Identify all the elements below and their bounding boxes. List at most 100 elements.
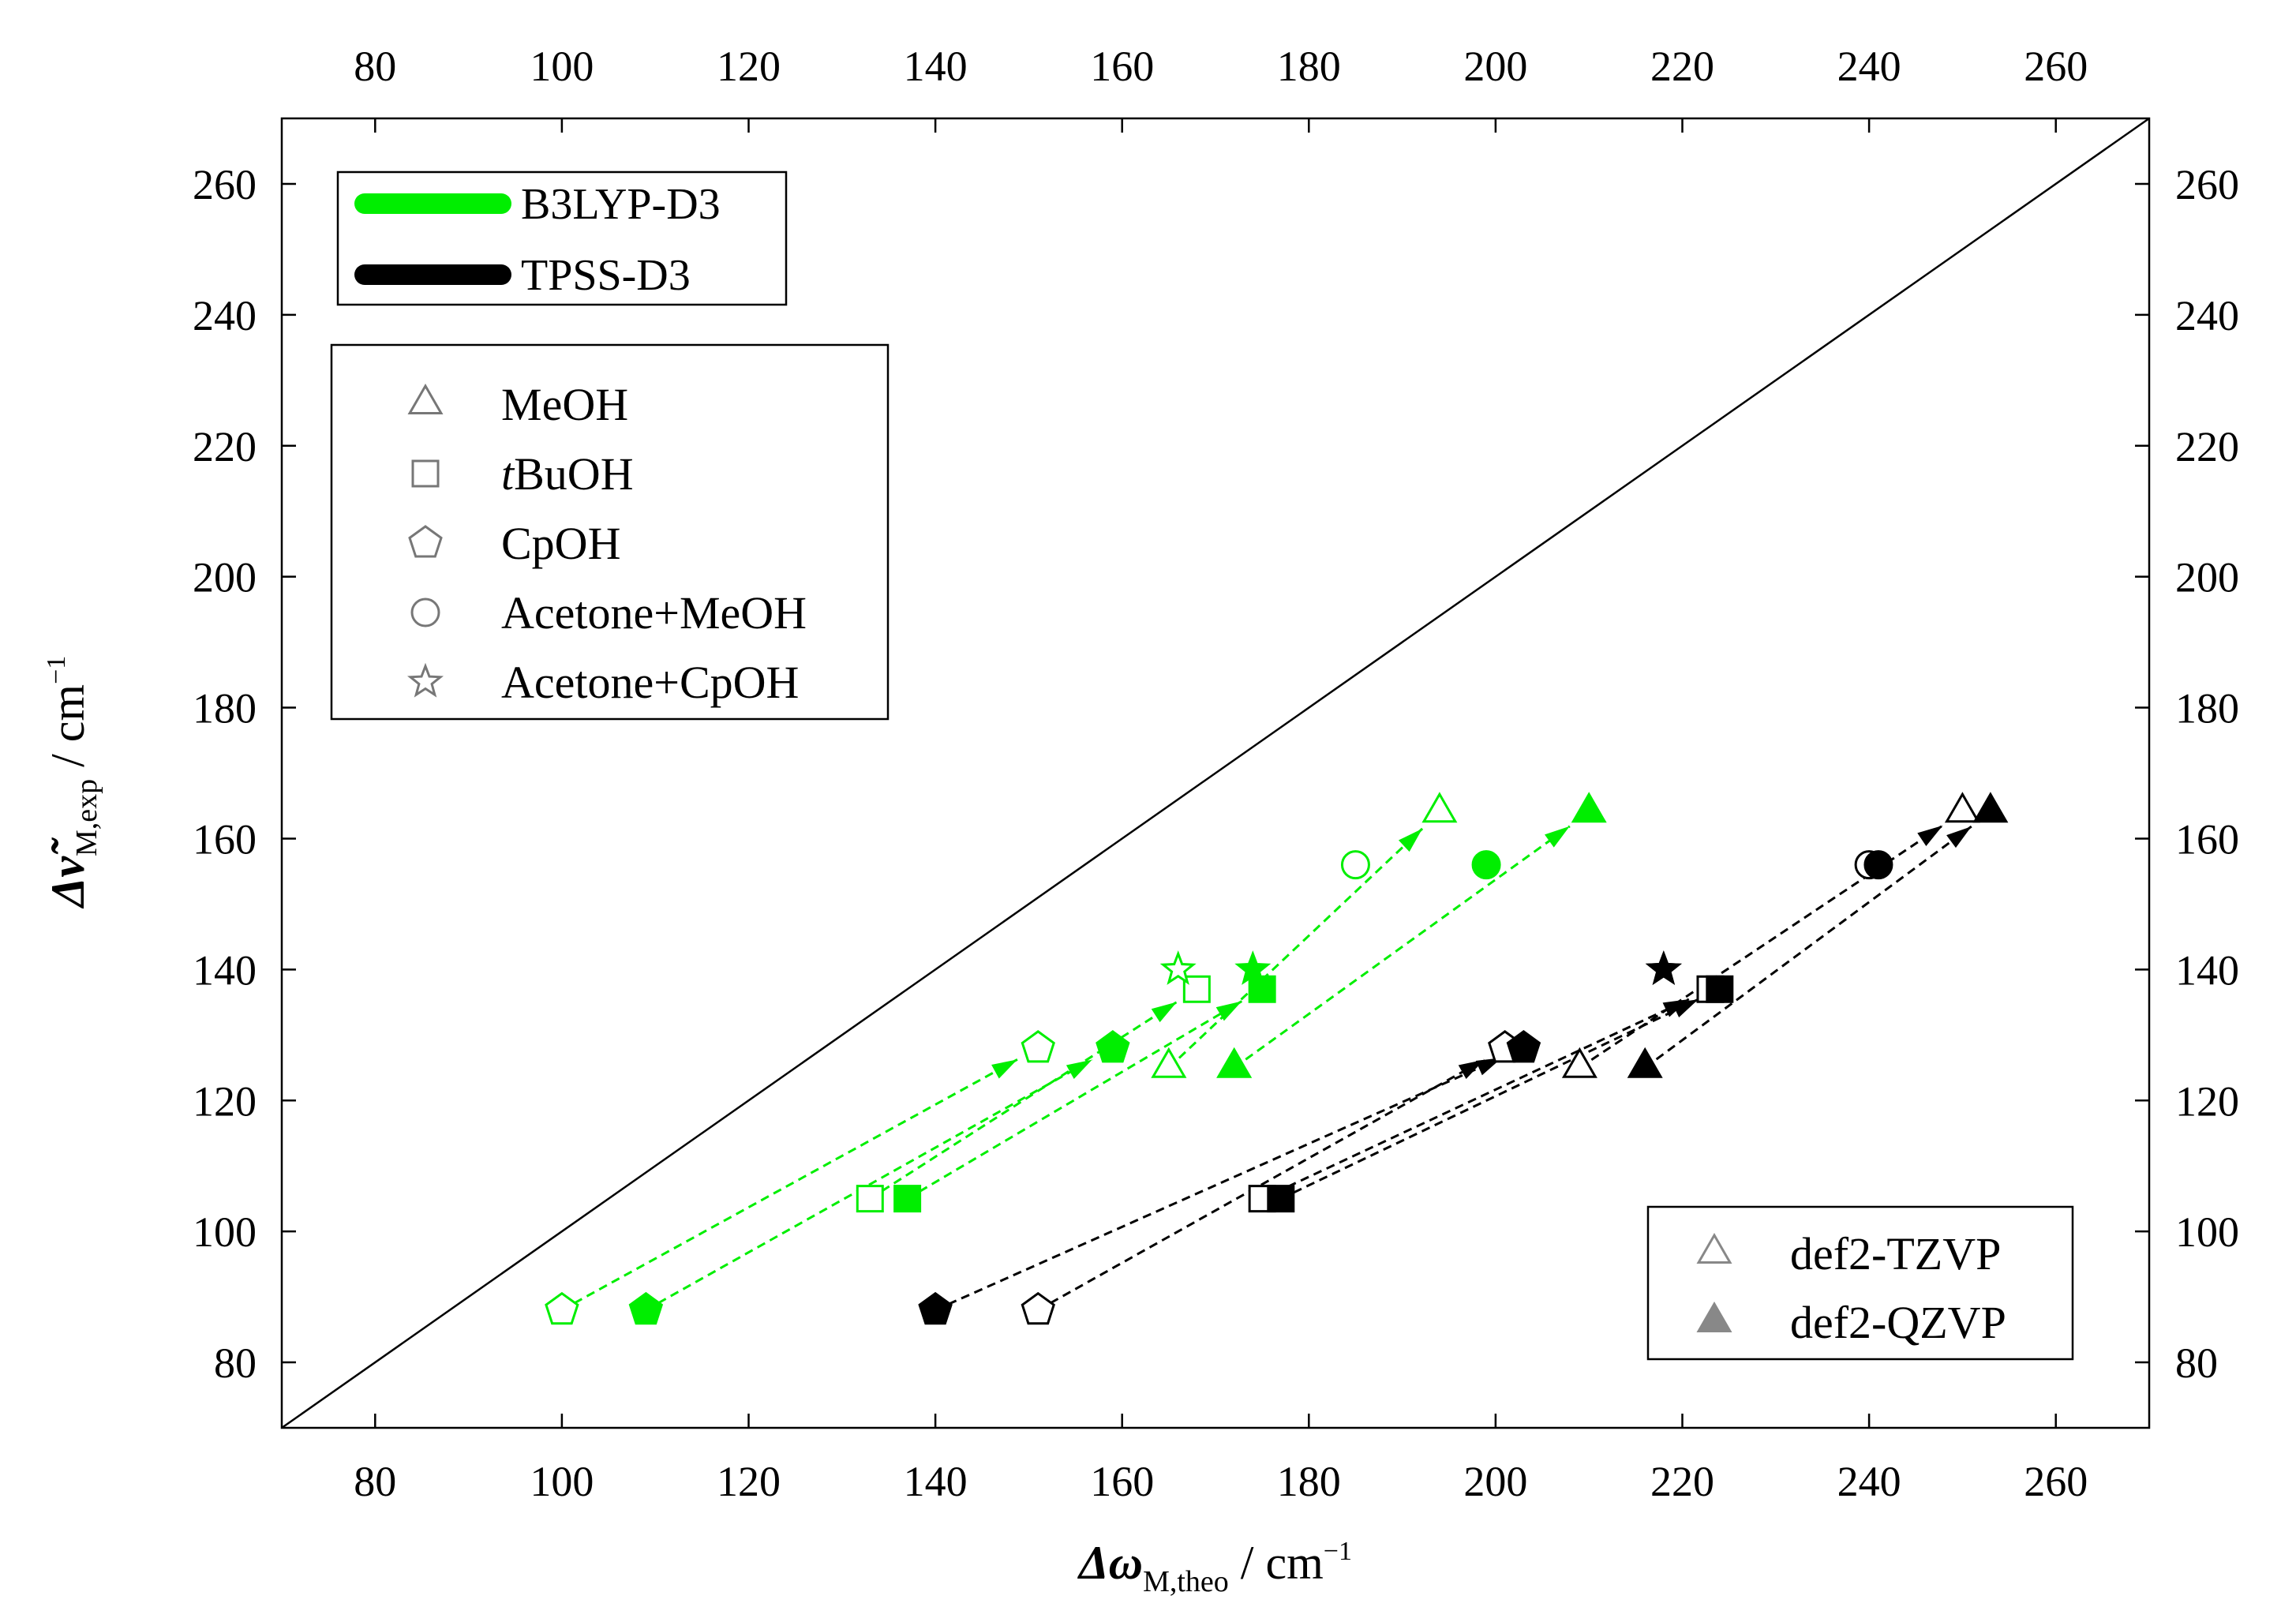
- x-tick-label-top-220: 220: [1650, 43, 1714, 90]
- y-tick-label-left-220: 220: [193, 423, 257, 470]
- x-tick-label-top-240: 240: [1837, 43, 1901, 90]
- point-b3lyp-d3-tbuoh-tzvp-top: [1182, 975, 1211, 1003]
- y-tick-label-left-200: 200: [193, 554, 257, 601]
- x-tick-label-bottom-260: 260: [2024, 1458, 2088, 1505]
- x-tick-label-top-200: 200: [1463, 43, 1527, 90]
- x-tick-label-top-160: 160: [1090, 43, 1154, 90]
- legend-label-acetone-cpoh: Acetone+CpOH: [501, 657, 799, 708]
- point-b3lyp-d3-acetone-cpoh-tzvp: [1159, 950, 1197, 985]
- arrow-head-b3lyp-d3-4: [1398, 828, 1423, 852]
- arrow-line-b3lyp-d3-2: [869, 1001, 1178, 1200]
- y-tick-label-right-260: 260: [2175, 161, 2239, 208]
- x-tick-label-bottom-80: 80: [354, 1458, 396, 1505]
- legend-label-rest-part: BuOH: [514, 448, 633, 500]
- point-tpss-d3-cpoh-qzvp-top: [1506, 1030, 1541, 1063]
- x-tick-label-top-120: 120: [717, 43, 781, 90]
- x-axis-title: ΔωM,theo / cm−1: [1077, 1537, 1352, 1598]
- y-tick-label-left-80: 80: [214, 1339, 257, 1387]
- arrow-line-tpss-d3-7: [1037, 1058, 1485, 1311]
- arrow-head-b3lyp-d3-2: [1151, 1002, 1178, 1023]
- y-tick-label-right-160: 160: [2175, 815, 2239, 863]
- x-axis-title-superscript: −1: [1324, 1537, 1352, 1566]
- arrow-line-b3lyp-d3-3: [906, 1000, 1243, 1200]
- plot-frame: [280, 117, 2151, 1429]
- y-tick-label-left-140: 140: [193, 946, 257, 994]
- y-tick-label-right-240: 240: [2175, 292, 2239, 339]
- legend-label-tpss-d3: TPSS-D3: [521, 251, 691, 300]
- point-b3lyp-d3-cpoh-tzvp: [545, 1291, 579, 1325]
- legend-label-b3lyp-d3: B3LYP-D3: [521, 180, 721, 229]
- y-tick-label-left-180: 180: [193, 685, 257, 732]
- point-tpss-d3-meoh-tzvp-top: [1944, 792, 1980, 823]
- point-b3lyp-d3-tbuoh-tzvp: [856, 1185, 884, 1213]
- x-tick-label-bottom-140: 140: [904, 1458, 968, 1505]
- legend-label-cpoh: CpOH: [501, 518, 620, 569]
- y-tick-label-left-100: 100: [193, 1208, 257, 1256]
- y-tick-label-right-80: 80: [2175, 1339, 2218, 1387]
- legend-marker-triangle-icon: [407, 383, 444, 414]
- legend-marker-star-icon: [406, 662, 444, 698]
- y-tick-label-right-140: 140: [2175, 946, 2239, 994]
- x-axis-title-symbol: Δω: [1077, 1537, 1143, 1589]
- legend-basis-triangle-icon: [1696, 1301, 1732, 1332]
- x-tick-label-top-80: 80: [354, 43, 396, 90]
- x-tick-label-top-140: 140: [904, 43, 968, 90]
- point-tpss-d3-acetone-meoh-qzvp: [1863, 850, 1893, 880]
- point-b3lyp-d3-cpoh-tzvp-top: [1021, 1030, 1055, 1063]
- legend-basis-triangle-icon: [1696, 1232, 1732, 1264]
- y-tick-label-right-120: 120: [2175, 1077, 2239, 1125]
- arrow-line-b3lyp-d3-4: [1167, 827, 1424, 1069]
- y-tick-label-left-240: 240: [193, 292, 257, 339]
- x-axis-title-subscript: M,theo: [1143, 1565, 1229, 1598]
- y-axis-title-unit: / cm: [42, 684, 94, 779]
- arrow-head-b3lyp-d3-0: [991, 1059, 1017, 1079]
- legend-label-tbuoh: tBuOH: [501, 448, 634, 500]
- legend-marker-pentagon-icon: [408, 525, 443, 558]
- point-tpss-d3-acetone-cpoh-qzvp: [1645, 950, 1682, 985]
- point-tpss-d3-meoh-qzvp-top: [1972, 792, 2009, 823]
- point-tpss-d3-tbuoh-qzvp: [1267, 1185, 1295, 1213]
- point-b3lyp-d3-acetone-meoh-qzvp: [1471, 850, 1501, 880]
- point-b3lyp-d3-cpoh-qzvp: [628, 1291, 664, 1325]
- x-tick-label-bottom-240: 240: [1837, 1458, 1901, 1505]
- x-tick-label-bottom-160: 160: [1090, 1458, 1154, 1505]
- point-tpss-d3-meoh-tzvp: [1561, 1047, 1597, 1078]
- point-tpss-d3-tbuoh-qzvp-top: [1706, 975, 1734, 1003]
- arrow-line-tpss-d3-6: [935, 1056, 1503, 1312]
- x-axis-title-unit: / cm: [1229, 1537, 1324, 1589]
- x-tick-label-top-100: 100: [530, 43, 594, 90]
- point-b3lyp-d3-cpoh-qzvp-top: [1096, 1030, 1130, 1063]
- legend-basis-box: [1646, 1205, 2074, 1361]
- legend-label-def2-qzvp: def2-QZVP: [1790, 1297, 2006, 1348]
- y-axis-title-subscript: M,exp: [70, 779, 103, 856]
- point-b3lyp-d3-acetone-meoh-tzvp: [1340, 850, 1370, 880]
- legend-label-meoh: MeOH: [501, 379, 628, 430]
- arrow-line-tpss-d3-8: [1261, 998, 1690, 1201]
- arrow-head-tpss-d3-11: [1946, 826, 1972, 848]
- y-tick-label-right-200: 200: [2175, 554, 2239, 601]
- x-tick-label-top-260: 260: [2024, 43, 2088, 90]
- arrow-head-b3lyp-d3-5: [1545, 826, 1570, 848]
- diagonal-line: [281, 117, 2150, 1429]
- arrow-head-tpss-d3-10: [1917, 825, 1943, 846]
- point-tpss-d3-cpoh-tzvp: [1021, 1291, 1055, 1325]
- x-tick-label-bottom-220: 220: [1650, 1458, 1714, 1505]
- point-tpss-d3-meoh-qzvp: [1627, 1047, 1663, 1078]
- x-tick-label-bottom-200: 200: [1463, 1458, 1527, 1505]
- arrow-line-tpss-d3-11: [1644, 825, 1972, 1069]
- x-tick-label-bottom-100: 100: [530, 1458, 594, 1505]
- y-tick-label-right-180: 180: [2175, 685, 2239, 732]
- x-tick-label-bottom-180: 180: [1277, 1458, 1341, 1505]
- point-tpss-d3-cpoh-qzvp: [918, 1291, 953, 1325]
- point-b3lyp-d3-meoh-tzvp-top: [1421, 792, 1458, 823]
- arrow-line-b3lyp-d3-5: [1233, 825, 1571, 1069]
- arrow-line-b3lyp-d3-0: [561, 1058, 1018, 1312]
- point-b3lyp-d3-tbuoh-qzvp-top: [1248, 975, 1276, 1003]
- arrow-head-b3lyp-d3-1: [1066, 1059, 1092, 1079]
- y-tick-label-right-220: 220: [2175, 423, 2239, 470]
- y-tick-label-left-120: 120: [193, 1077, 257, 1125]
- y-tick-label-right-100: 100: [2175, 1208, 2239, 1256]
- x-tick-label-top-180: 180: [1277, 43, 1341, 90]
- arrow-head-tpss-d3-7: [1458, 1059, 1485, 1079]
